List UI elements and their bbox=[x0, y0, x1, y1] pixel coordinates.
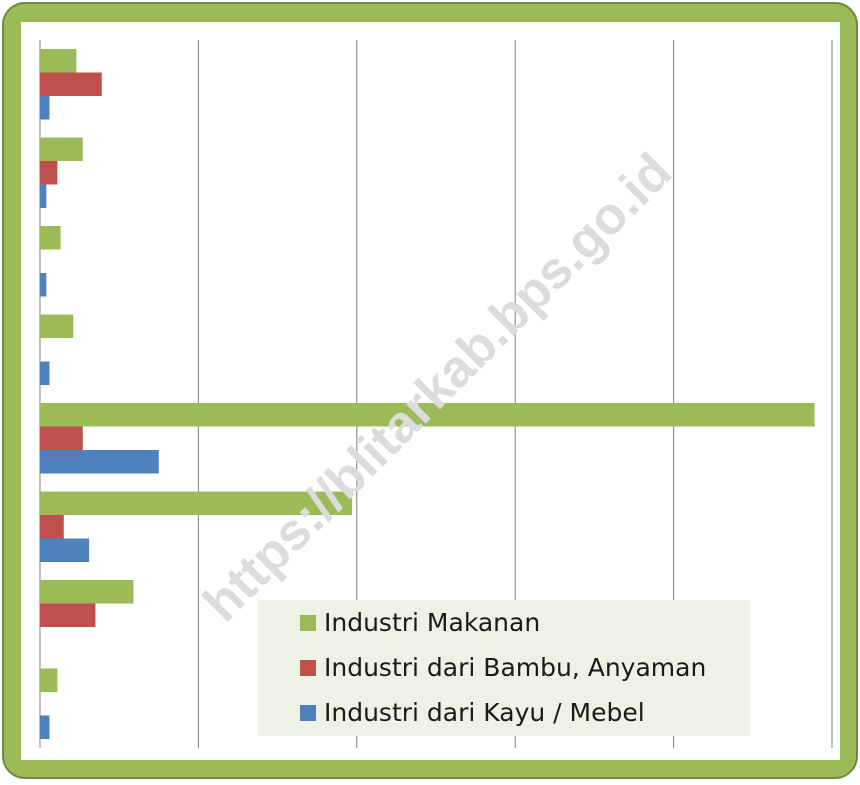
legend-swatch bbox=[300, 705, 316, 721]
bars bbox=[40, 49, 815, 739]
bar bbox=[40, 668, 58, 692]
bar bbox=[40, 403, 815, 427]
bar bbox=[40, 314, 74, 338]
bar bbox=[40, 96, 50, 120]
bar bbox=[40, 273, 47, 297]
bar bbox=[40, 603, 96, 627]
legend-box bbox=[258, 600, 750, 736]
legend-label: Industri Makanan bbox=[324, 608, 540, 637]
bar bbox=[40, 515, 64, 539]
legend: Industri Makanan Industri dari Bambu, Any… bbox=[258, 600, 750, 736]
bar bbox=[40, 538, 90, 562]
bar bbox=[40, 491, 353, 515]
bar bbox=[40, 49, 77, 73]
legend-swatch bbox=[300, 615, 316, 631]
legend-swatch bbox=[300, 660, 316, 676]
bar bbox=[40, 450, 159, 474]
bar bbox=[40, 361, 50, 385]
bar bbox=[40, 715, 50, 739]
bar bbox=[40, 72, 102, 96]
legend-label: Industri dari Kayu / Mebel bbox=[324, 698, 645, 727]
legend-label: Industri dari Bambu, Anyaman bbox=[324, 653, 706, 682]
bar bbox=[40, 161, 58, 185]
bar bbox=[40, 426, 83, 450]
bar bbox=[40, 137, 83, 161]
bar bbox=[40, 580, 134, 604]
bar bbox=[40, 226, 61, 250]
bar bbox=[40, 184, 47, 208]
